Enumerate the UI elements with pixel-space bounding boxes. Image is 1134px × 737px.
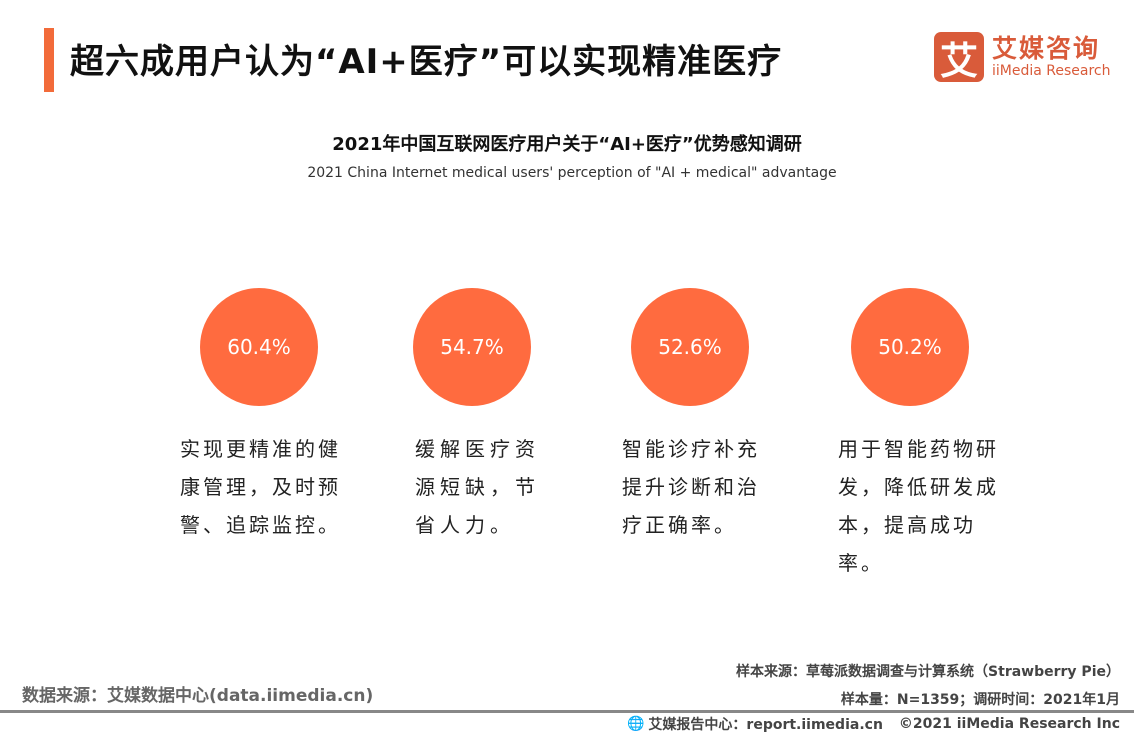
sample-info: 样本量：N=1359；调研时间：2021年1月 bbox=[840, 692, 1120, 708]
data-source: 数据来源：艾媒数据中心(data.iimedia.cn) bbox=[22, 686, 374, 706]
logo-name-en: iiMedia Research bbox=[992, 63, 1111, 79]
title-accent-bar bbox=[44, 28, 54, 92]
stat-circle: 52.6% bbox=[631, 288, 749, 406]
page-title: 超六成用户认为“AI+医疗”可以实现精准医疗 bbox=[70, 42, 783, 82]
chart-subtitle: 2021 China Internet medical users' perce… bbox=[307, 165, 837, 181]
stat-circle: 50.2% bbox=[851, 288, 969, 406]
sample-source: 样本来源：草莓派数据调查与计算系统（Strawberry Pie） bbox=[736, 664, 1120, 680]
stat-circle: 60.4% bbox=[200, 288, 318, 406]
stat-description: 缓解医疗资源短缺，节省人力。 bbox=[415, 437, 540, 537]
report-center-link[interactable]: 艾媒报告中心：report.iimedia.cn bbox=[648, 717, 883, 733]
stat-description: 实现更精准的健康管理，及时预警、追踪监控。 bbox=[180, 437, 341, 537]
stat-circle: 54.7% bbox=[413, 288, 531, 406]
logo: 艾 艾媒咨询 iiMedia Research bbox=[934, 32, 1111, 83]
logo-name-cn: 艾媒咨询 bbox=[992, 34, 1101, 63]
stat-description: 智能诊疗补充提升诊断和治疗正确率。 bbox=[622, 437, 760, 537]
chart-title: 2021年中国互联网医疗用户关于“AI+医疗”优势感知调研 bbox=[332, 134, 802, 155]
copyright: ©2021 iiMedia Research Inc bbox=[898, 716, 1120, 732]
stat-description: 用于智能药物研发，降低研发成本，提高成功率。 bbox=[838, 437, 999, 575]
globe-icon: 🌐 bbox=[626, 716, 645, 732]
logo-mark: 艾 bbox=[934, 32, 984, 83]
footer-divider bbox=[0, 710, 1134, 713]
footer-bar: 🌐 艾媒报告中心：report.iimedia.cn ©2021 iiMedia… bbox=[627, 714, 1120, 734]
